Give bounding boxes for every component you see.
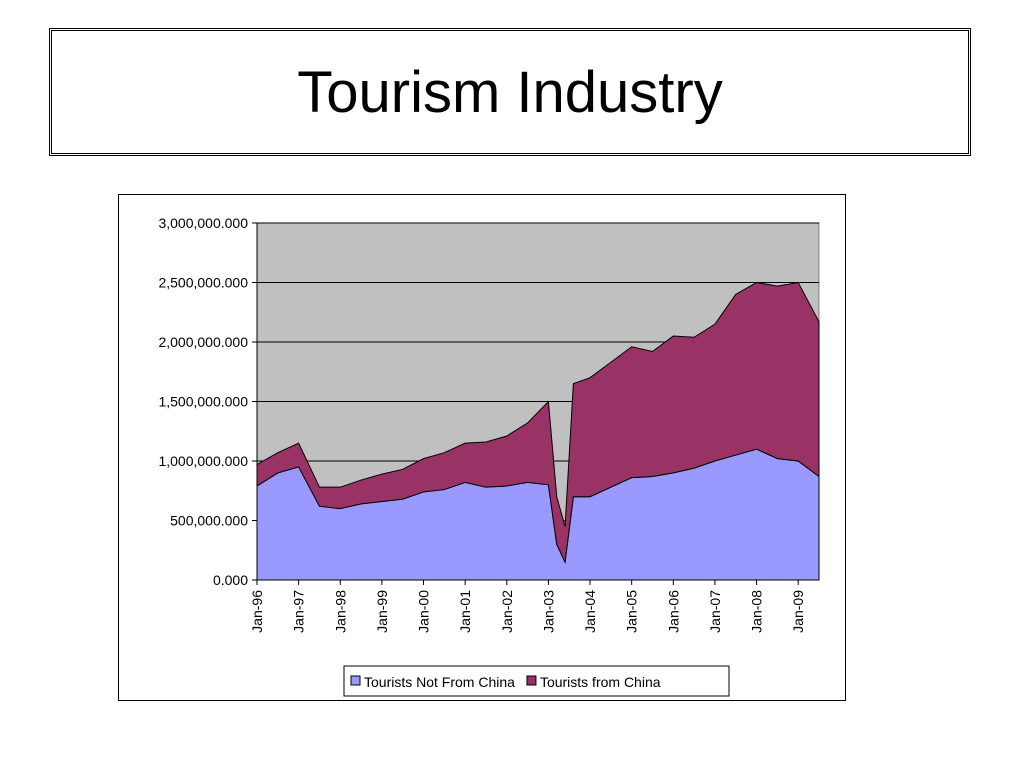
y-tick-label: 3,000,000.000 [158, 215, 248, 231]
area-tourists-from-china [256, 281, 820, 564]
legend: Tourists Not From China Tourists from Chi… [343, 665, 730, 697]
y-tick-label: 500,000.000 [170, 513, 248, 529]
legend-label: Tourists Not From China [364, 674, 515, 690]
y-tick-label: 2,000,000.000 [158, 334, 248, 350]
x-tick-label: Jan-01 [457, 590, 473, 633]
legend-box [343, 665, 730, 697]
y-tick-label: 2,500,000.000 [158, 275, 248, 291]
title-box: Tourism Industry [49, 28, 971, 156]
x-tick-label: Jan-00 [416, 590, 432, 633]
x-tick-label: Jan-97 [291, 590, 307, 633]
page-title: Tourism Industry [297, 59, 723, 125]
legend-swatch [350, 675, 361, 686]
x-tick-label: Jan-05 [624, 590, 640, 633]
x-tick-label: Jan-96 [249, 590, 265, 633]
x-tick-label: Jan-08 [749, 590, 765, 633]
x-tick-label: Jan-98 [332, 590, 348, 633]
chart-frame: 0.000 500,000.000 1,000,000.000 1,500,000.0… [118, 194, 846, 701]
stacked-area-chart: 0.000 500,000.000 1,000,000.000 1,500,000.0… [158, 215, 820, 697]
x-tick-label: Jan-99 [374, 590, 390, 633]
x-tick-label: Jan-03 [540, 590, 556, 633]
y-tick-label: 1,500,000.000 [158, 394, 248, 410]
legend-label: Tourists from China [540, 674, 661, 690]
x-tick-label: Jan-09 [790, 590, 806, 633]
y-tick-labels: 0.000 500,000.000 1,000,000.000 1,500,000.0… [158, 215, 248, 588]
x-tick-label: Jan-02 [499, 590, 515, 633]
x-tick-label: Jan-06 [665, 590, 681, 633]
legend-swatch [526, 675, 537, 686]
x-tick-labels: Jan-96 Jan-97 Jan-98 Jan-99 Jan-00 Jan-01 Jan-… [249, 590, 806, 633]
x-tick-label: Jan-07 [707, 590, 723, 633]
y-tick-label: 1,000,000.000 [158, 453, 248, 469]
y-tick-label: 0.000 [213, 572, 248, 588]
x-tick-label: Jan-04 [582, 590, 598, 633]
axes [252, 222, 819, 585]
